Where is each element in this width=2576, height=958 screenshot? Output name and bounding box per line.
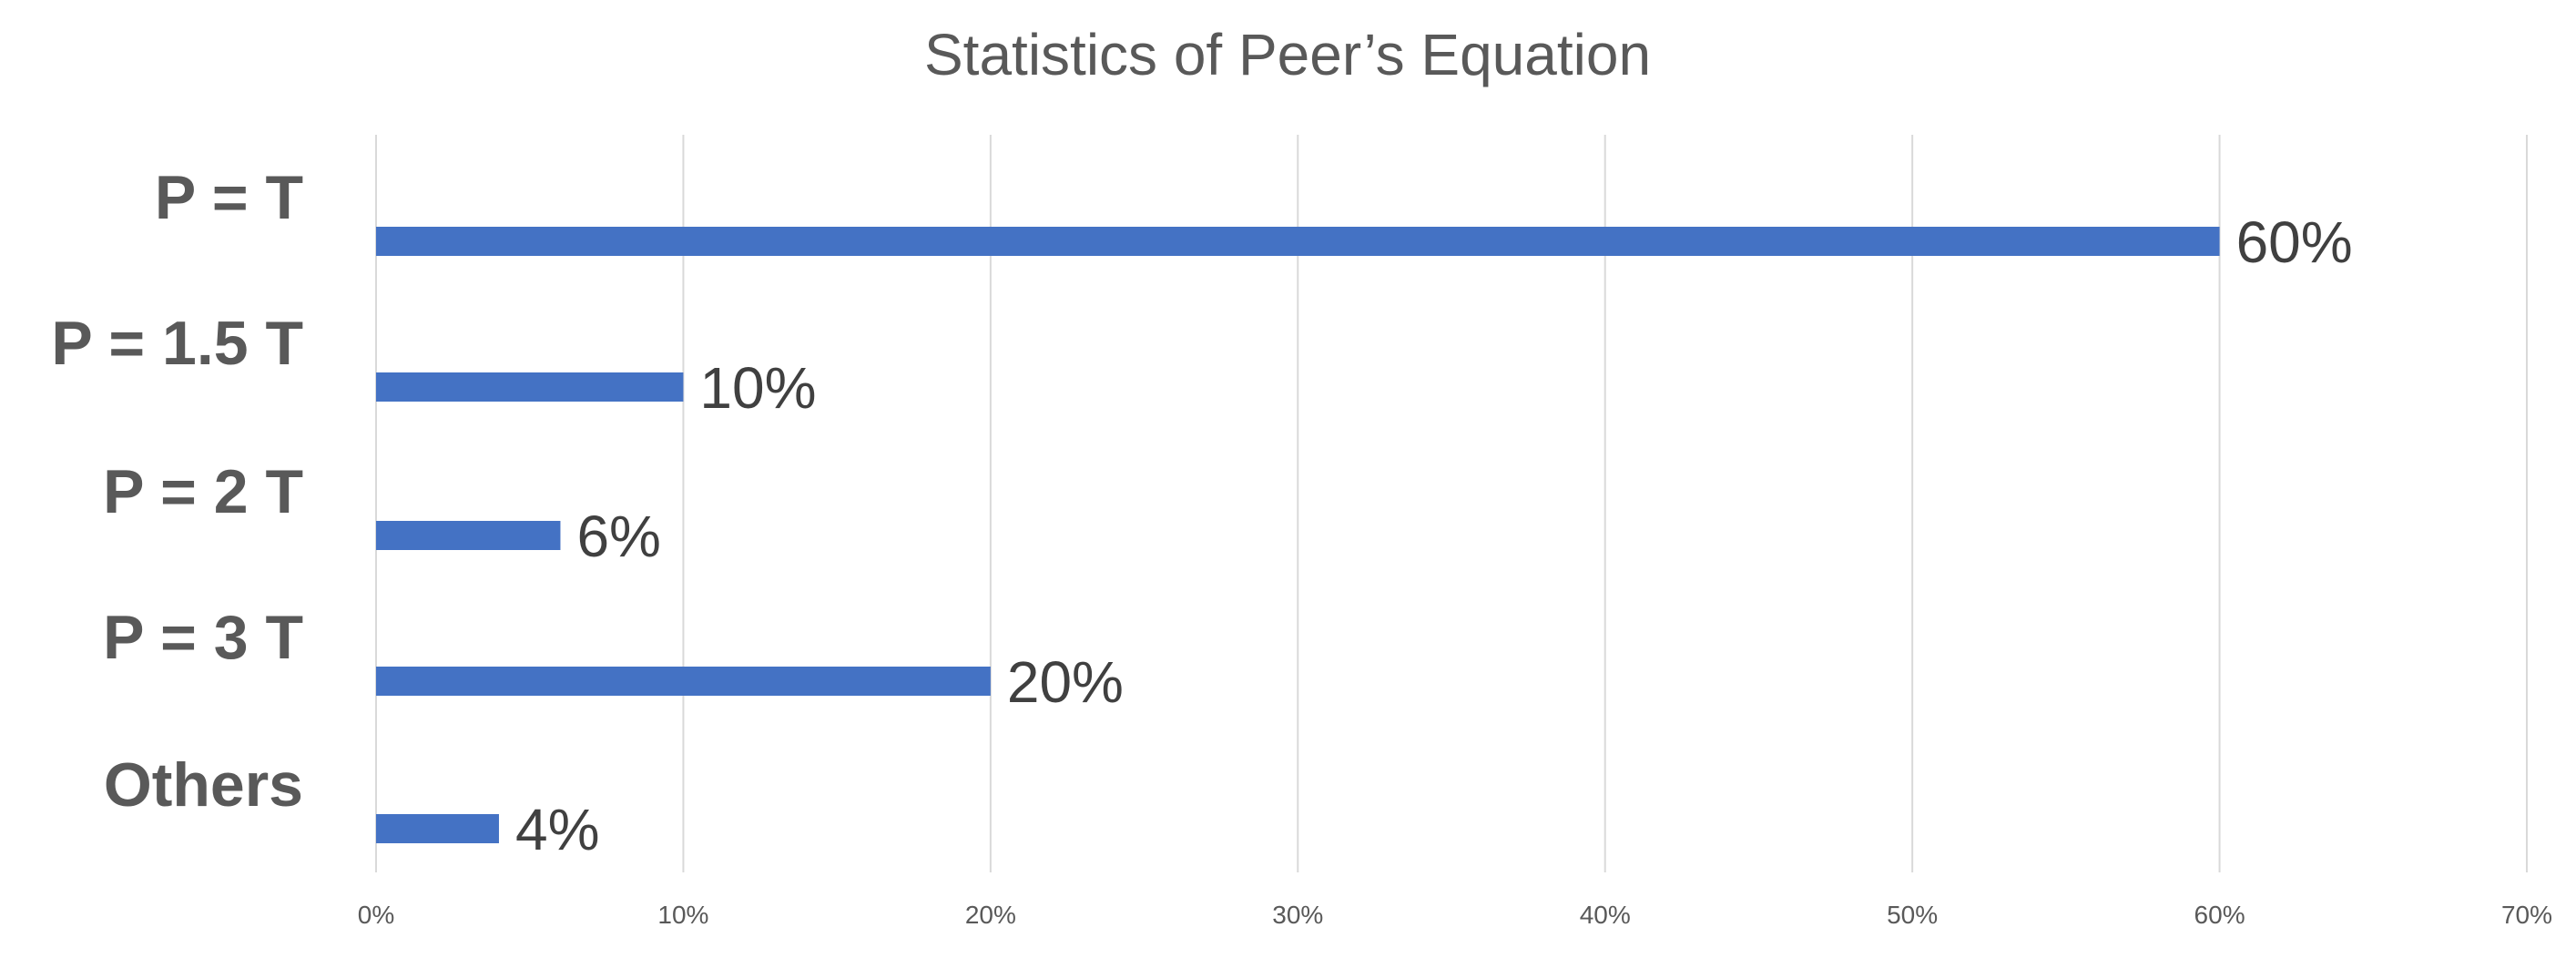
bar (376, 227, 2220, 256)
bar (376, 521, 561, 550)
data-label: 60% (2236, 209, 2353, 275)
x-tick-label: 60% (2194, 901, 2245, 929)
bar (376, 814, 499, 843)
gridlines (375, 135, 2528, 872)
category-label: P = 1.5 T (51, 309, 303, 378)
category-label: P = 2 T (103, 457, 303, 526)
y-axis-category-labels: P = T P = 1.5 T P = 2 T P = 3 T Others (51, 163, 303, 820)
category-label: Others (104, 750, 303, 820)
bar (376, 667, 991, 696)
x-tick-label: 10% (657, 901, 708, 929)
bars (376, 227, 2220, 843)
category-label: P = 3 T (103, 603, 303, 672)
data-label: 6% (576, 504, 661, 569)
x-tick-label: 30% (1272, 901, 1323, 929)
data-label: 4% (515, 797, 600, 862)
x-tick-label: 20% (965, 901, 1016, 929)
category-label: P = T (155, 163, 303, 232)
data-label: 10% (699, 355, 816, 421)
data-label: 20% (1007, 649, 1124, 715)
x-tick-label: 0% (358, 901, 394, 929)
x-axis-tick-labels: 0% 10% 20% 30% 40% 50% 60% 70% (358, 901, 2552, 929)
data-labels: 60% 10% 6% 20% 4% (515, 209, 2353, 862)
x-tick-label: 70% (2501, 901, 2552, 929)
x-tick-label: 40% (1580, 901, 1631, 929)
bar (376, 372, 684, 402)
chart-title: Statistics of Peer’s Equation (924, 22, 1651, 87)
x-tick-label: 50% (1887, 901, 1938, 929)
